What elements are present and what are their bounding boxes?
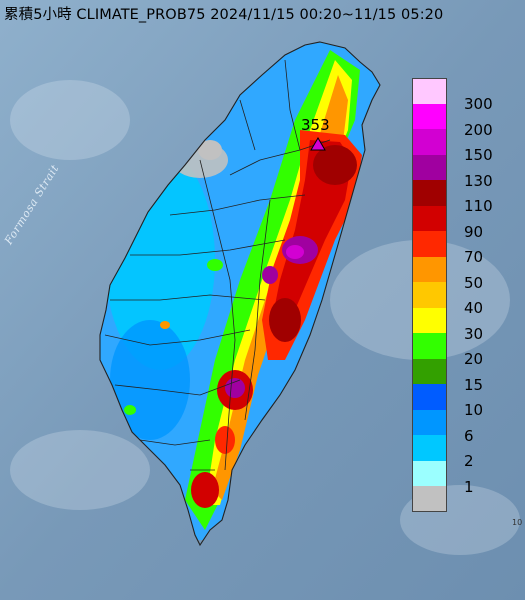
- legend-swatch: [412, 384, 447, 410]
- legend-row: 70: [412, 231, 508, 266]
- legend-label: 15: [464, 375, 484, 394]
- legend-swatch: [412, 129, 447, 155]
- legend-label: 20: [464, 350, 484, 368]
- legend-swatch: [412, 435, 447, 461]
- legend-row: 110: [412, 180, 508, 215]
- legend-swatch: [412, 205, 447, 231]
- legend-row: 10: [412, 384, 508, 419]
- legend-row: 90: [412, 205, 508, 241]
- legend-label: 2: [464, 452, 474, 470]
- legend-swatch: [412, 282, 447, 308]
- legend-swatch: [412, 307, 447, 333]
- legend-label: 40: [464, 299, 484, 317]
- corner-mark: 10: [512, 518, 523, 527]
- legend-label: 6: [464, 426, 474, 445]
- legend-label: 30: [464, 324, 484, 343]
- legend-label: 130: [464, 171, 493, 190]
- legend-swatch: [412, 256, 447, 282]
- legend-row: 130: [412, 154, 508, 190]
- legend-swatch: [412, 180, 447, 206]
- map-title: 累積5小時 CLIMATE_PROB75 2024/11/15 00:20~11…: [4, 7, 444, 23]
- legend-row: 200: [412, 103, 508, 139]
- legend-row: 2: [412, 435, 508, 470]
- peak-marker-icon: [310, 137, 326, 151]
- legend-row: 50: [412, 256, 508, 292]
- legend-row: 6: [412, 409, 508, 445]
- county-boundaries: [104, 59, 331, 471]
- legend-swatch: [412, 409, 447, 435]
- legend-row: 40: [412, 282, 508, 317]
- legend-label: 10: [464, 401, 484, 419]
- legend-row: 20: [412, 333, 508, 368]
- legend-swatch: [412, 486, 447, 512]
- legend-row: 30: [412, 307, 508, 343]
- legend-row: [412, 486, 508, 512]
- legend-label: 150: [464, 146, 493, 164]
- legend-label: 110: [464, 197, 493, 215]
- legend-label: 70: [464, 248, 484, 266]
- legend-swatch: [412, 103, 447, 129]
- legend-row: 150: [412, 129, 508, 164]
- legend-row: 300: [412, 78, 508, 113]
- legend-swatch: [412, 333, 447, 359]
- legend-label: 50: [464, 273, 484, 292]
- legend-row: 1: [412, 460, 508, 496]
- legend-swatch: [412, 78, 447, 104]
- legend-row: 15: [412, 358, 508, 394]
- legend-label: 300: [464, 95, 493, 113]
- legend-swatch: [412, 460, 447, 486]
- peak-value-label: 353: [301, 116, 330, 134]
- legend-label: 90: [464, 222, 484, 241]
- legend-label: 1: [464, 477, 474, 496]
- rainfall-legend: 300 200 150 130 110 90 70 50 40 30 20 15 10 6 2 1: [412, 78, 508, 512]
- legend-swatch: [412, 358, 447, 384]
- legend-swatch: [412, 231, 447, 257]
- legend-label: 200: [464, 120, 493, 139]
- legend-swatch: [412, 154, 447, 180]
